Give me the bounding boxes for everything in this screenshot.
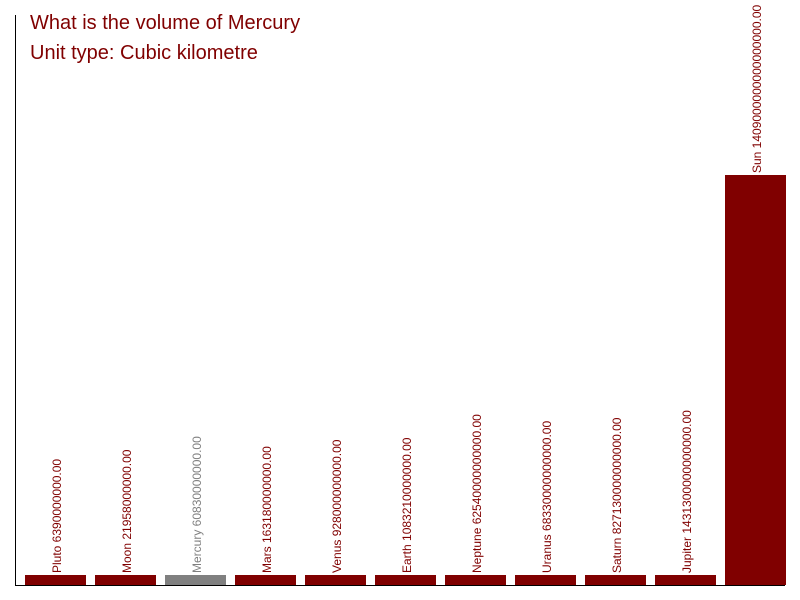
bar-label-moon: Moon 21958000000.00	[120, 449, 134, 573]
bar-mars	[235, 575, 296, 585]
bar-uranus	[515, 575, 576, 585]
bar-mercury	[165, 575, 226, 585]
bar-earth	[375, 575, 436, 585]
bar-pluto	[25, 575, 86, 585]
chart-header: What is the volume of Mercury Unit type:…	[30, 8, 300, 68]
bar-venus	[305, 575, 366, 585]
bar-label-jupiter: Jupiter 1431300000000000.00	[680, 410, 694, 573]
bar-label-mercury: Mercury 60830000000.00	[190, 436, 204, 573]
bar-moon	[95, 575, 156, 585]
bar-saturn	[585, 575, 646, 585]
chart-subtitle: Unit type: Cubic kilometre	[30, 42, 258, 64]
bars-layer	[25, 175, 786, 585]
bar-label-earth: Earth 1083210000000.00	[400, 437, 414, 573]
bar-sun	[725, 175, 786, 585]
bar-neptune	[445, 575, 506, 585]
bar-jupiter	[655, 575, 716, 585]
bar-label-mars: Mars 163180000000.00	[260, 446, 274, 573]
bar-label-venus: Venus 928000000000.00	[330, 439, 344, 573]
bar-label-neptune: Neptune 62540000000000.00	[470, 414, 484, 573]
labels-layer: Pluto 6390000000.00 Moon 21958000000.00 Me…	[50, 5, 764, 573]
bar-label-pluto: Pluto 6390000000.00	[50, 459, 64, 573]
bar-label-sun: Sun 1409000000000000000.00	[750, 5, 764, 173]
bar-label-uranus: Uranus 68330000000000.00	[540, 421, 554, 573]
chart-title: What is the volume of Mercury	[30, 12, 301, 34]
bar-label-saturn: Saturn 827130000000000.00	[610, 417, 624, 573]
